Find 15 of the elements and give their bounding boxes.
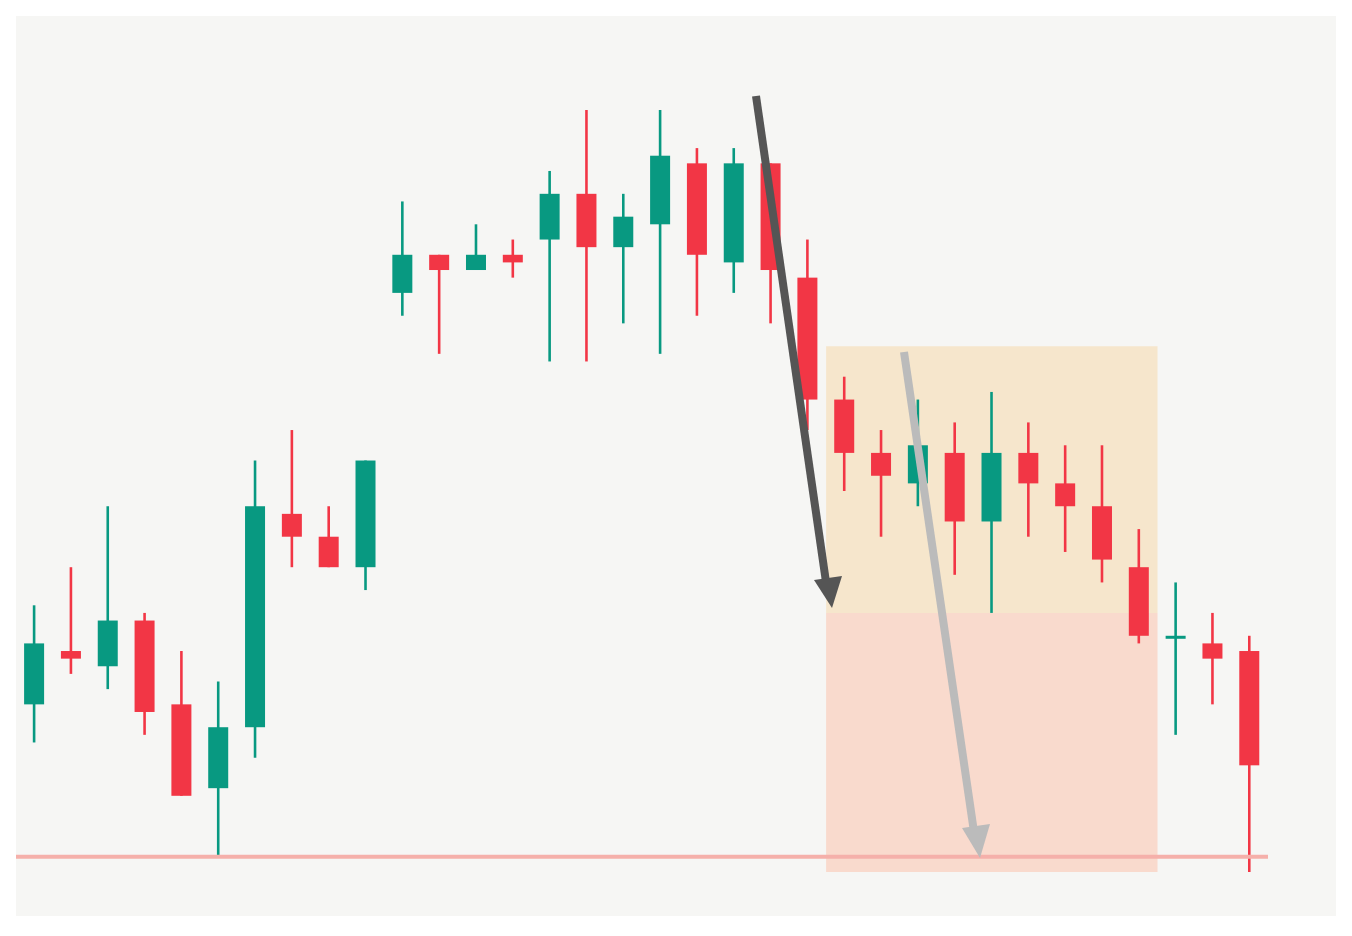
candlestick — [1165, 581, 1186, 737]
candlestick — [539, 169, 560, 363]
candlestick — [502, 238, 523, 279]
candlestick — [1202, 611, 1223, 706]
candlestick — [60, 565, 81, 676]
candlestick — [318, 504, 339, 569]
candlestick — [871, 428, 892, 539]
candlestick — [97, 504, 118, 691]
candlestick — [429, 253, 450, 356]
candlestick — [1018, 421, 1039, 539]
candlestick — [1055, 443, 1076, 554]
candlestick — [281, 428, 302, 569]
candlestick — [392, 200, 413, 318]
candlestick — [613, 192, 634, 325]
candlestick — [465, 223, 486, 272]
